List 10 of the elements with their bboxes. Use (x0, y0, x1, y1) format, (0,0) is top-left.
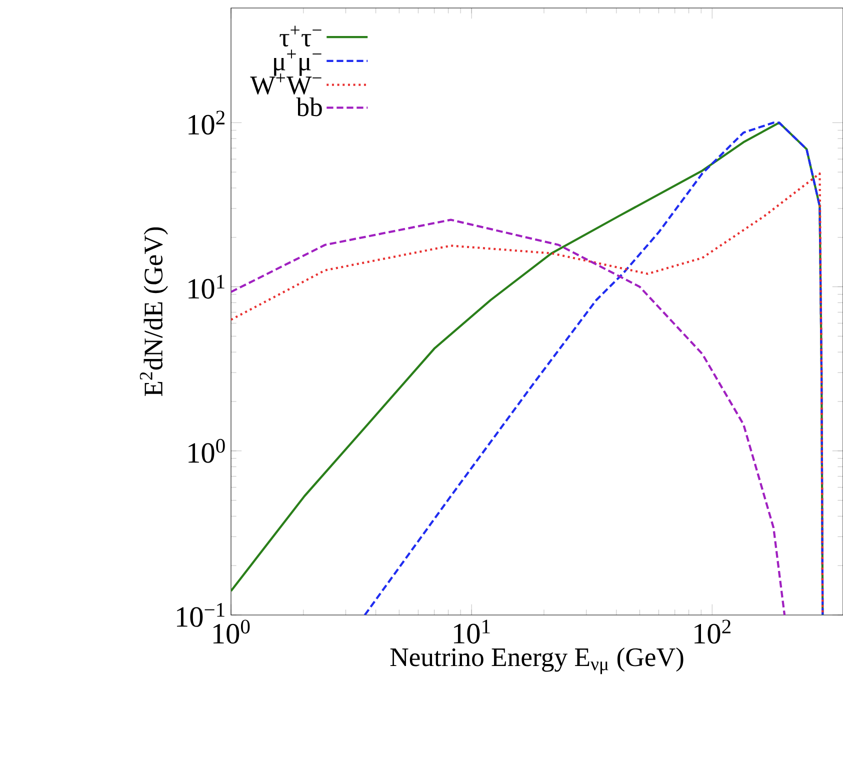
y-tick-label: 10$^{1}$ (188, 274, 224, 299)
legend-label: bb (296, 97, 322, 116)
legend-label: μ$^{+}$μ$^{−}$ (274, 50, 322, 76)
x-tick-label: 10$^{1}$ (454, 620, 490, 644)
x-axis-title: Neutrino Energy E$_{νμ}$ (GeV) (390, 647, 684, 674)
x-tick-label: 10$^{2}$ (694, 620, 730, 644)
y-tick-label: 10$^{2}$ (188, 110, 224, 135)
y-tick-label: 10$^{0}$ (188, 438, 225, 463)
legend-label: τ$^{+}$τ$^{−}$ (280, 26, 322, 47)
y-axis-title: E$^{2}$dN/dE (GeV) (140, 227, 168, 396)
